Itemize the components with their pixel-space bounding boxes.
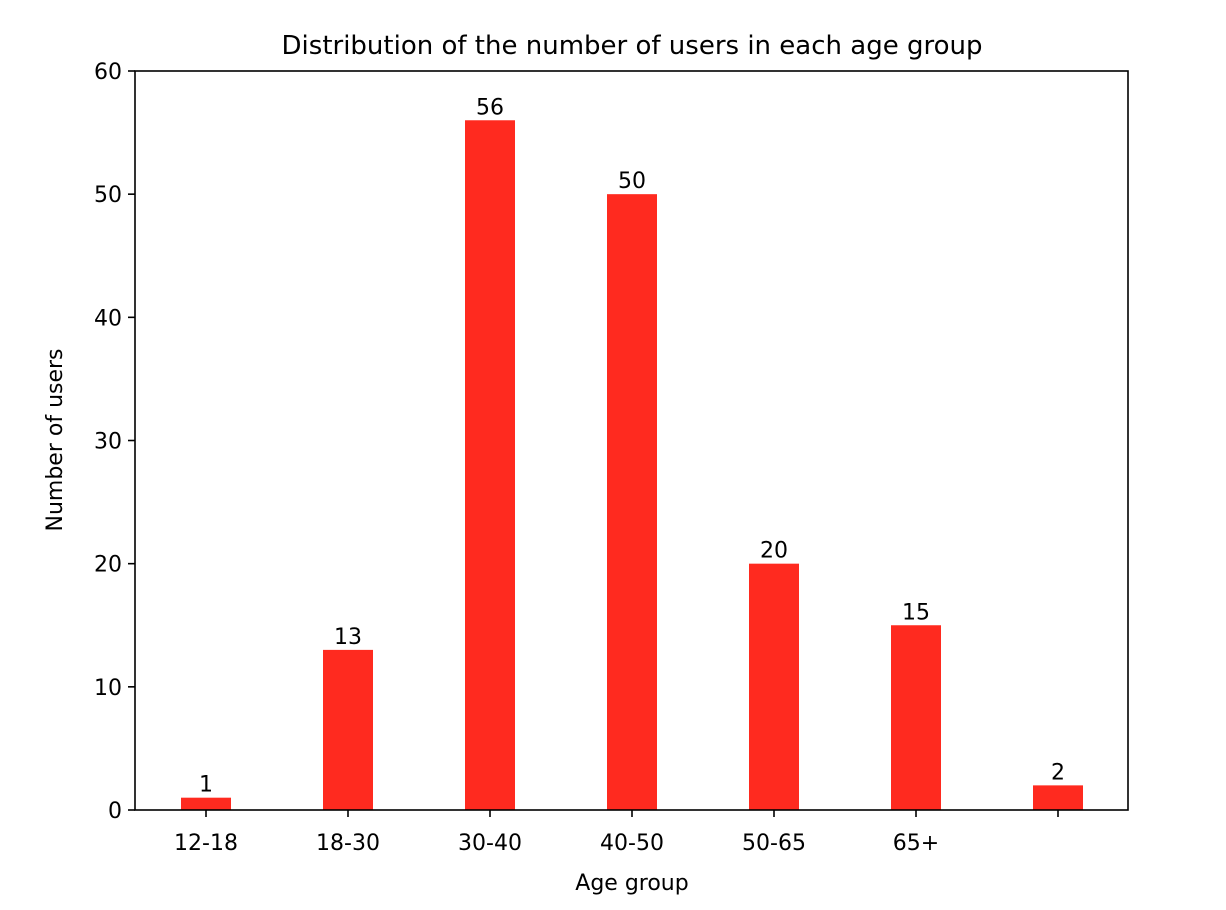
y-tick-label-1: 10 [94,676,122,701]
y-tick-label-2: 20 [94,553,122,578]
bar-value-label-6: 2 [1051,760,1065,785]
y-axis: 0 10 20 30 40 50 60 [94,60,135,824]
bar-value-label-5: 15 [902,600,930,625]
bar-value-label-3: 50 [618,169,646,194]
bar-value-label-0: 1 [199,773,213,798]
y-tick-label-5: 50 [94,183,122,208]
x-axis: 12-18 18-30 30-40 40-50 50-65 65+ [174,810,1059,856]
y-tick-label-0: 0 [108,799,122,824]
bar-5 [891,625,941,810]
y-axis-label: Number of users [43,348,68,531]
bar-value-label-2: 56 [476,95,504,120]
bar-3 [607,194,657,810]
x-tick-label-0: 12-18 [174,831,238,856]
bar-value-label-1: 13 [334,625,362,650]
x-axis-label: Age group [575,871,688,896]
bar-0 [181,797,231,810]
x-tick-label-2: 30-40 [458,831,522,856]
bar-6 [1033,785,1083,810]
x-tick-label-3: 40-50 [600,831,664,856]
x-tick-label-1: 18-30 [316,831,380,856]
y-tick-label-6: 60 [94,60,122,85]
bar-4 [749,563,799,810]
x-tick-label-4: 50-65 [742,831,806,856]
x-tick-label-5: 65+ [893,831,939,856]
bar-1 [323,649,373,810]
bar-labels-layer: 1 13 56 50 20 15 2 [199,95,1065,797]
bars-layer [181,120,1083,811]
bar-2 [465,120,515,811]
chart-title: Distribution of the number of users in e… [282,31,983,61]
y-tick-label-4: 40 [94,306,122,331]
plot-frame [134,70,1129,811]
y-tick-label-3: 30 [94,430,122,455]
bar-value-label-4: 20 [760,539,788,564]
